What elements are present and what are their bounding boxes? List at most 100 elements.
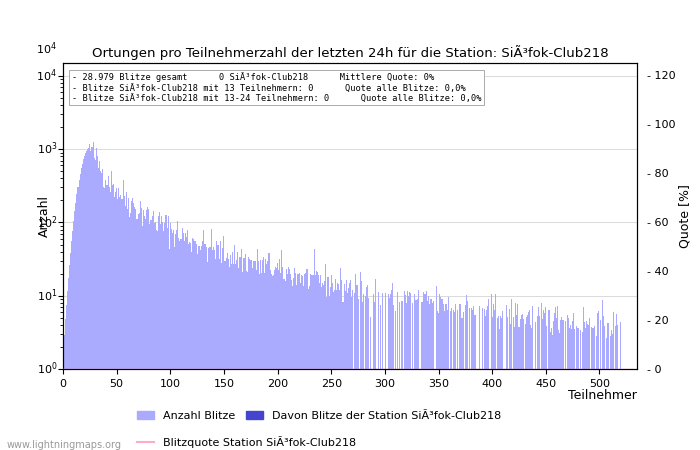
Bar [615, 326, 616, 450]
Bar [282, 266, 284, 450]
Bar [246, 270, 247, 450]
Legend: Blitzquote Station SiÃ³fok-Club218: Blitzquote Station SiÃ³fok-Club218 [137, 436, 356, 448]
Bar [499, 329, 500, 450]
Bar [149, 224, 150, 450]
Bar [101, 173, 102, 450]
Bar [438, 313, 439, 450]
Bar [100, 171, 101, 450]
Bar [82, 163, 83, 450]
Bar [288, 267, 289, 450]
Bar [442, 299, 443, 450]
Bar [274, 270, 275, 450]
Bar [68, 278, 69, 450]
Bar [290, 274, 291, 450]
Bar [148, 209, 149, 450]
Bar [94, 160, 96, 450]
Bar [86, 151, 87, 450]
Bar [160, 224, 161, 450]
Bar [447, 297, 449, 450]
Bar [113, 184, 114, 450]
Bar [279, 259, 280, 450]
Bar [408, 296, 409, 450]
Bar [215, 259, 216, 450]
Bar [285, 281, 286, 450]
Text: $10^1$: $10^1$ [37, 288, 57, 304]
Bar [135, 209, 136, 450]
Bar [156, 230, 157, 450]
Bar [165, 215, 167, 450]
Bar [545, 307, 546, 450]
Bar [412, 303, 413, 450]
Bar [153, 211, 154, 450]
Bar [574, 329, 575, 450]
Bar [391, 290, 392, 450]
Bar [292, 286, 293, 450]
Bar [543, 310, 544, 450]
Bar [529, 310, 530, 450]
Bar [97, 156, 98, 450]
Bar [365, 296, 366, 450]
Bar [130, 212, 131, 450]
Bar [251, 260, 253, 450]
Bar [554, 313, 555, 450]
Bar [342, 302, 344, 450]
Bar [263, 257, 264, 450]
Bar [286, 269, 287, 450]
Bar [455, 304, 456, 450]
Bar [510, 324, 511, 450]
Bar [326, 297, 328, 450]
Bar [466, 296, 467, 450]
Bar [562, 320, 564, 450]
Bar [260, 260, 261, 450]
Bar [266, 264, 267, 450]
Bar [306, 269, 307, 450]
Bar [309, 286, 310, 450]
Bar [155, 222, 156, 450]
Bar [216, 241, 217, 450]
Bar [606, 338, 608, 450]
Bar [146, 210, 147, 450]
Bar [257, 249, 258, 450]
Bar [604, 326, 606, 450]
Bar [87, 149, 88, 450]
Bar [537, 316, 538, 450]
Bar [500, 316, 501, 450]
Bar [616, 314, 617, 450]
Bar [465, 305, 466, 450]
Bar [436, 286, 437, 450]
Bar [441, 298, 442, 450]
Bar [76, 194, 78, 450]
Bar [351, 297, 352, 450]
Bar [589, 318, 590, 450]
Bar [167, 216, 169, 450]
Bar [303, 286, 304, 450]
Bar [610, 330, 612, 450]
Bar [586, 321, 587, 450]
Bar [427, 301, 428, 450]
Bar [205, 244, 206, 450]
Bar [322, 283, 323, 450]
Bar [484, 309, 485, 450]
Bar [501, 318, 503, 450]
Bar [344, 292, 346, 450]
Bar [111, 171, 112, 450]
Bar [406, 303, 407, 450]
Bar [70, 253, 71, 450]
Bar [431, 303, 433, 450]
Bar [509, 309, 510, 450]
Bar [233, 264, 234, 450]
Text: $10^0$: $10^0$ [36, 361, 57, 377]
Bar [486, 310, 487, 450]
Bar [219, 259, 220, 450]
Bar [421, 302, 422, 450]
Bar [136, 219, 138, 450]
Bar [312, 275, 314, 450]
Bar [174, 248, 175, 450]
Bar [457, 310, 458, 450]
Bar [293, 278, 294, 450]
Y-axis label: Anzahl: Anzahl [38, 195, 50, 237]
Bar [444, 311, 445, 450]
Bar [85, 153, 86, 450]
Bar [119, 197, 120, 450]
Bar [110, 192, 111, 450]
